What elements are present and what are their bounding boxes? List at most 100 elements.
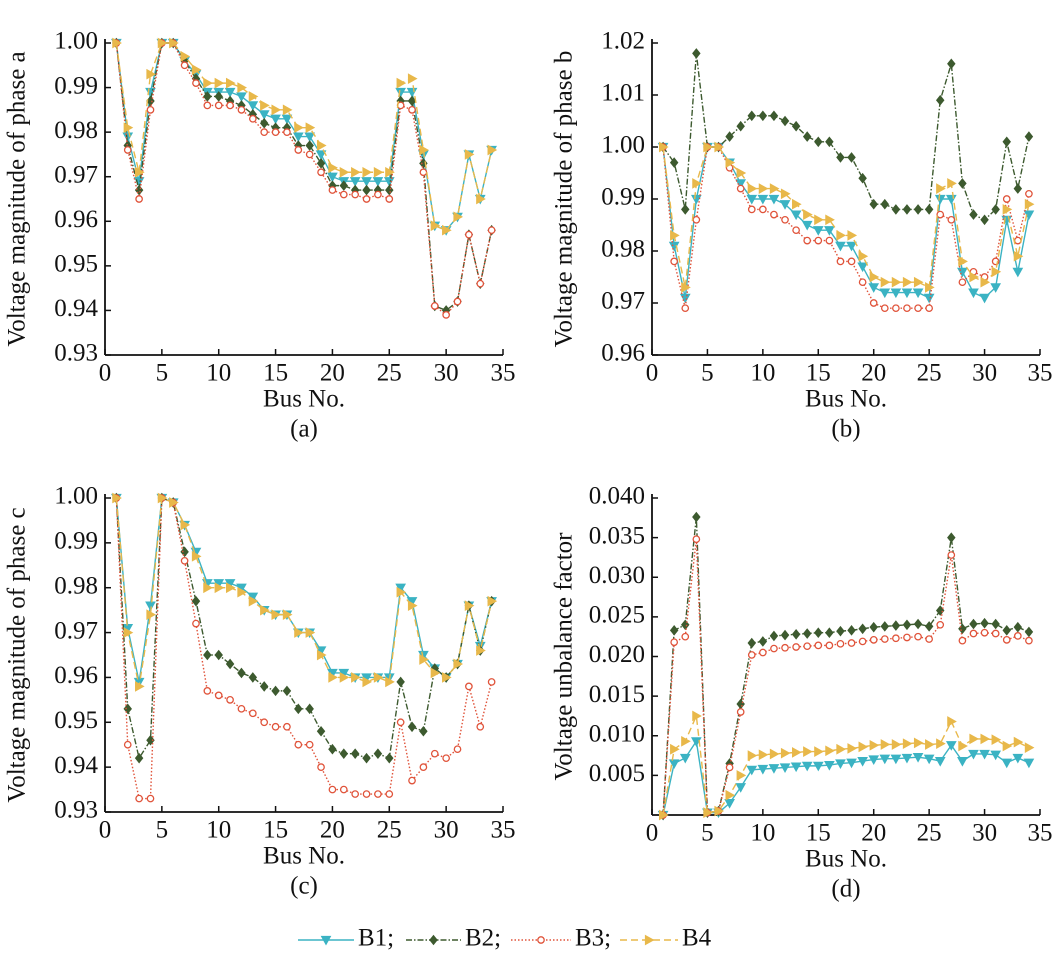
marker bbox=[681, 282, 691, 293]
marker bbox=[487, 144, 498, 156]
y-tick-label: 0.015 bbox=[589, 681, 645, 708]
marker bbox=[814, 136, 823, 148]
marker bbox=[214, 91, 223, 102]
marker bbox=[294, 703, 303, 715]
marker bbox=[846, 758, 857, 769]
marker bbox=[801, 220, 813, 231]
marker bbox=[123, 122, 134, 134]
marker bbox=[692, 710, 702, 722]
marker bbox=[226, 101, 234, 110]
x-tick-label: 5 bbox=[701, 820, 714, 847]
marker bbox=[237, 586, 247, 598]
marker bbox=[758, 183, 769, 194]
marker bbox=[453, 211, 464, 223]
marker bbox=[814, 627, 823, 639]
marker bbox=[692, 48, 701, 59]
marker bbox=[936, 738, 946, 750]
marker bbox=[225, 77, 236, 89]
marker bbox=[769, 110, 779, 122]
series-line bbox=[115, 496, 493, 760]
marker bbox=[191, 550, 202, 562]
x-tick-label: 20 bbox=[861, 820, 886, 847]
series bbox=[658, 48, 1034, 226]
marker bbox=[814, 236, 823, 245]
marker bbox=[880, 276, 891, 288]
marker bbox=[214, 101, 223, 110]
x-tick-label: 25 bbox=[917, 360, 942, 387]
marker bbox=[947, 215, 956, 224]
marker bbox=[880, 304, 889, 313]
marker bbox=[315, 150, 327, 160]
marker bbox=[803, 642, 812, 651]
marker bbox=[725, 131, 734, 142]
marker bbox=[328, 743, 337, 755]
marker bbox=[735, 783, 747, 793]
marker bbox=[146, 734, 155, 746]
marker bbox=[294, 627, 304, 638]
marker bbox=[373, 672, 384, 683]
marker bbox=[681, 304, 690, 313]
x-tick-label: 35 bbox=[491, 360, 516, 387]
series-line bbox=[662, 146, 1030, 309]
marker bbox=[925, 282, 935, 293]
marker bbox=[408, 776, 416, 785]
marker bbox=[690, 737, 702, 747]
marker bbox=[260, 604, 270, 616]
x-tick-label: 30 bbox=[972, 820, 997, 847]
marker bbox=[442, 672, 452, 683]
marker bbox=[891, 739, 902, 750]
legend-label: B1; bbox=[358, 925, 394, 952]
marker bbox=[670, 638, 679, 647]
x-tick-label: 0 bbox=[646, 360, 659, 387]
marker bbox=[892, 304, 900, 313]
marker bbox=[283, 128, 291, 136]
marker bbox=[758, 110, 768, 122]
marker bbox=[780, 629, 790, 641]
marker bbox=[1001, 758, 1013, 769]
marker bbox=[1024, 131, 1034, 142]
y-tick-label: 0.98 bbox=[54, 117, 98, 144]
y-tick-label: 0.97 bbox=[601, 288, 645, 315]
marker bbox=[658, 809, 669, 821]
series bbox=[112, 492, 496, 764]
marker bbox=[736, 167, 747, 179]
marker bbox=[803, 236, 812, 245]
marker bbox=[247, 101, 259, 111]
marker bbox=[385, 184, 394, 196]
x-tick-label: 30 bbox=[972, 360, 997, 387]
y-tick-label: 0.98 bbox=[601, 236, 645, 263]
marker bbox=[1012, 267, 1024, 278]
series bbox=[112, 492, 498, 692]
marker bbox=[792, 198, 802, 210]
marker bbox=[947, 58, 956, 70]
x-tick-label: 35 bbox=[1028, 360, 1053, 387]
series bbox=[658, 710, 1035, 821]
series-line bbox=[662, 539, 1030, 816]
caption: (b) bbox=[831, 416, 860, 443]
marker bbox=[317, 763, 325, 771]
marker bbox=[169, 37, 179, 49]
marker bbox=[644, 934, 655, 946]
marker bbox=[958, 636, 967, 645]
marker bbox=[868, 283, 880, 293]
caption: (a) bbox=[290, 416, 318, 443]
marker bbox=[792, 747, 802, 758]
marker bbox=[679, 753, 691, 764]
y-tick-label: 0.98 bbox=[54, 572, 98, 599]
series bbox=[658, 141, 1035, 293]
marker bbox=[134, 752, 144, 764]
caption: (c) bbox=[290, 873, 318, 900]
marker bbox=[385, 676, 395, 688]
marker bbox=[770, 644, 778, 653]
y-tick-label: 1.00 bbox=[54, 28, 98, 55]
marker bbox=[429, 934, 438, 946]
y-tick-label: 0.94 bbox=[54, 752, 98, 779]
marker bbox=[681, 735, 691, 747]
marker bbox=[157, 37, 168, 49]
marker bbox=[736, 770, 747, 781]
marker bbox=[780, 115, 790, 127]
marker bbox=[1013, 183, 1023, 194]
x-tick-label: 0 bbox=[646, 820, 659, 847]
x-axis-label: Bus No. bbox=[263, 386, 345, 413]
